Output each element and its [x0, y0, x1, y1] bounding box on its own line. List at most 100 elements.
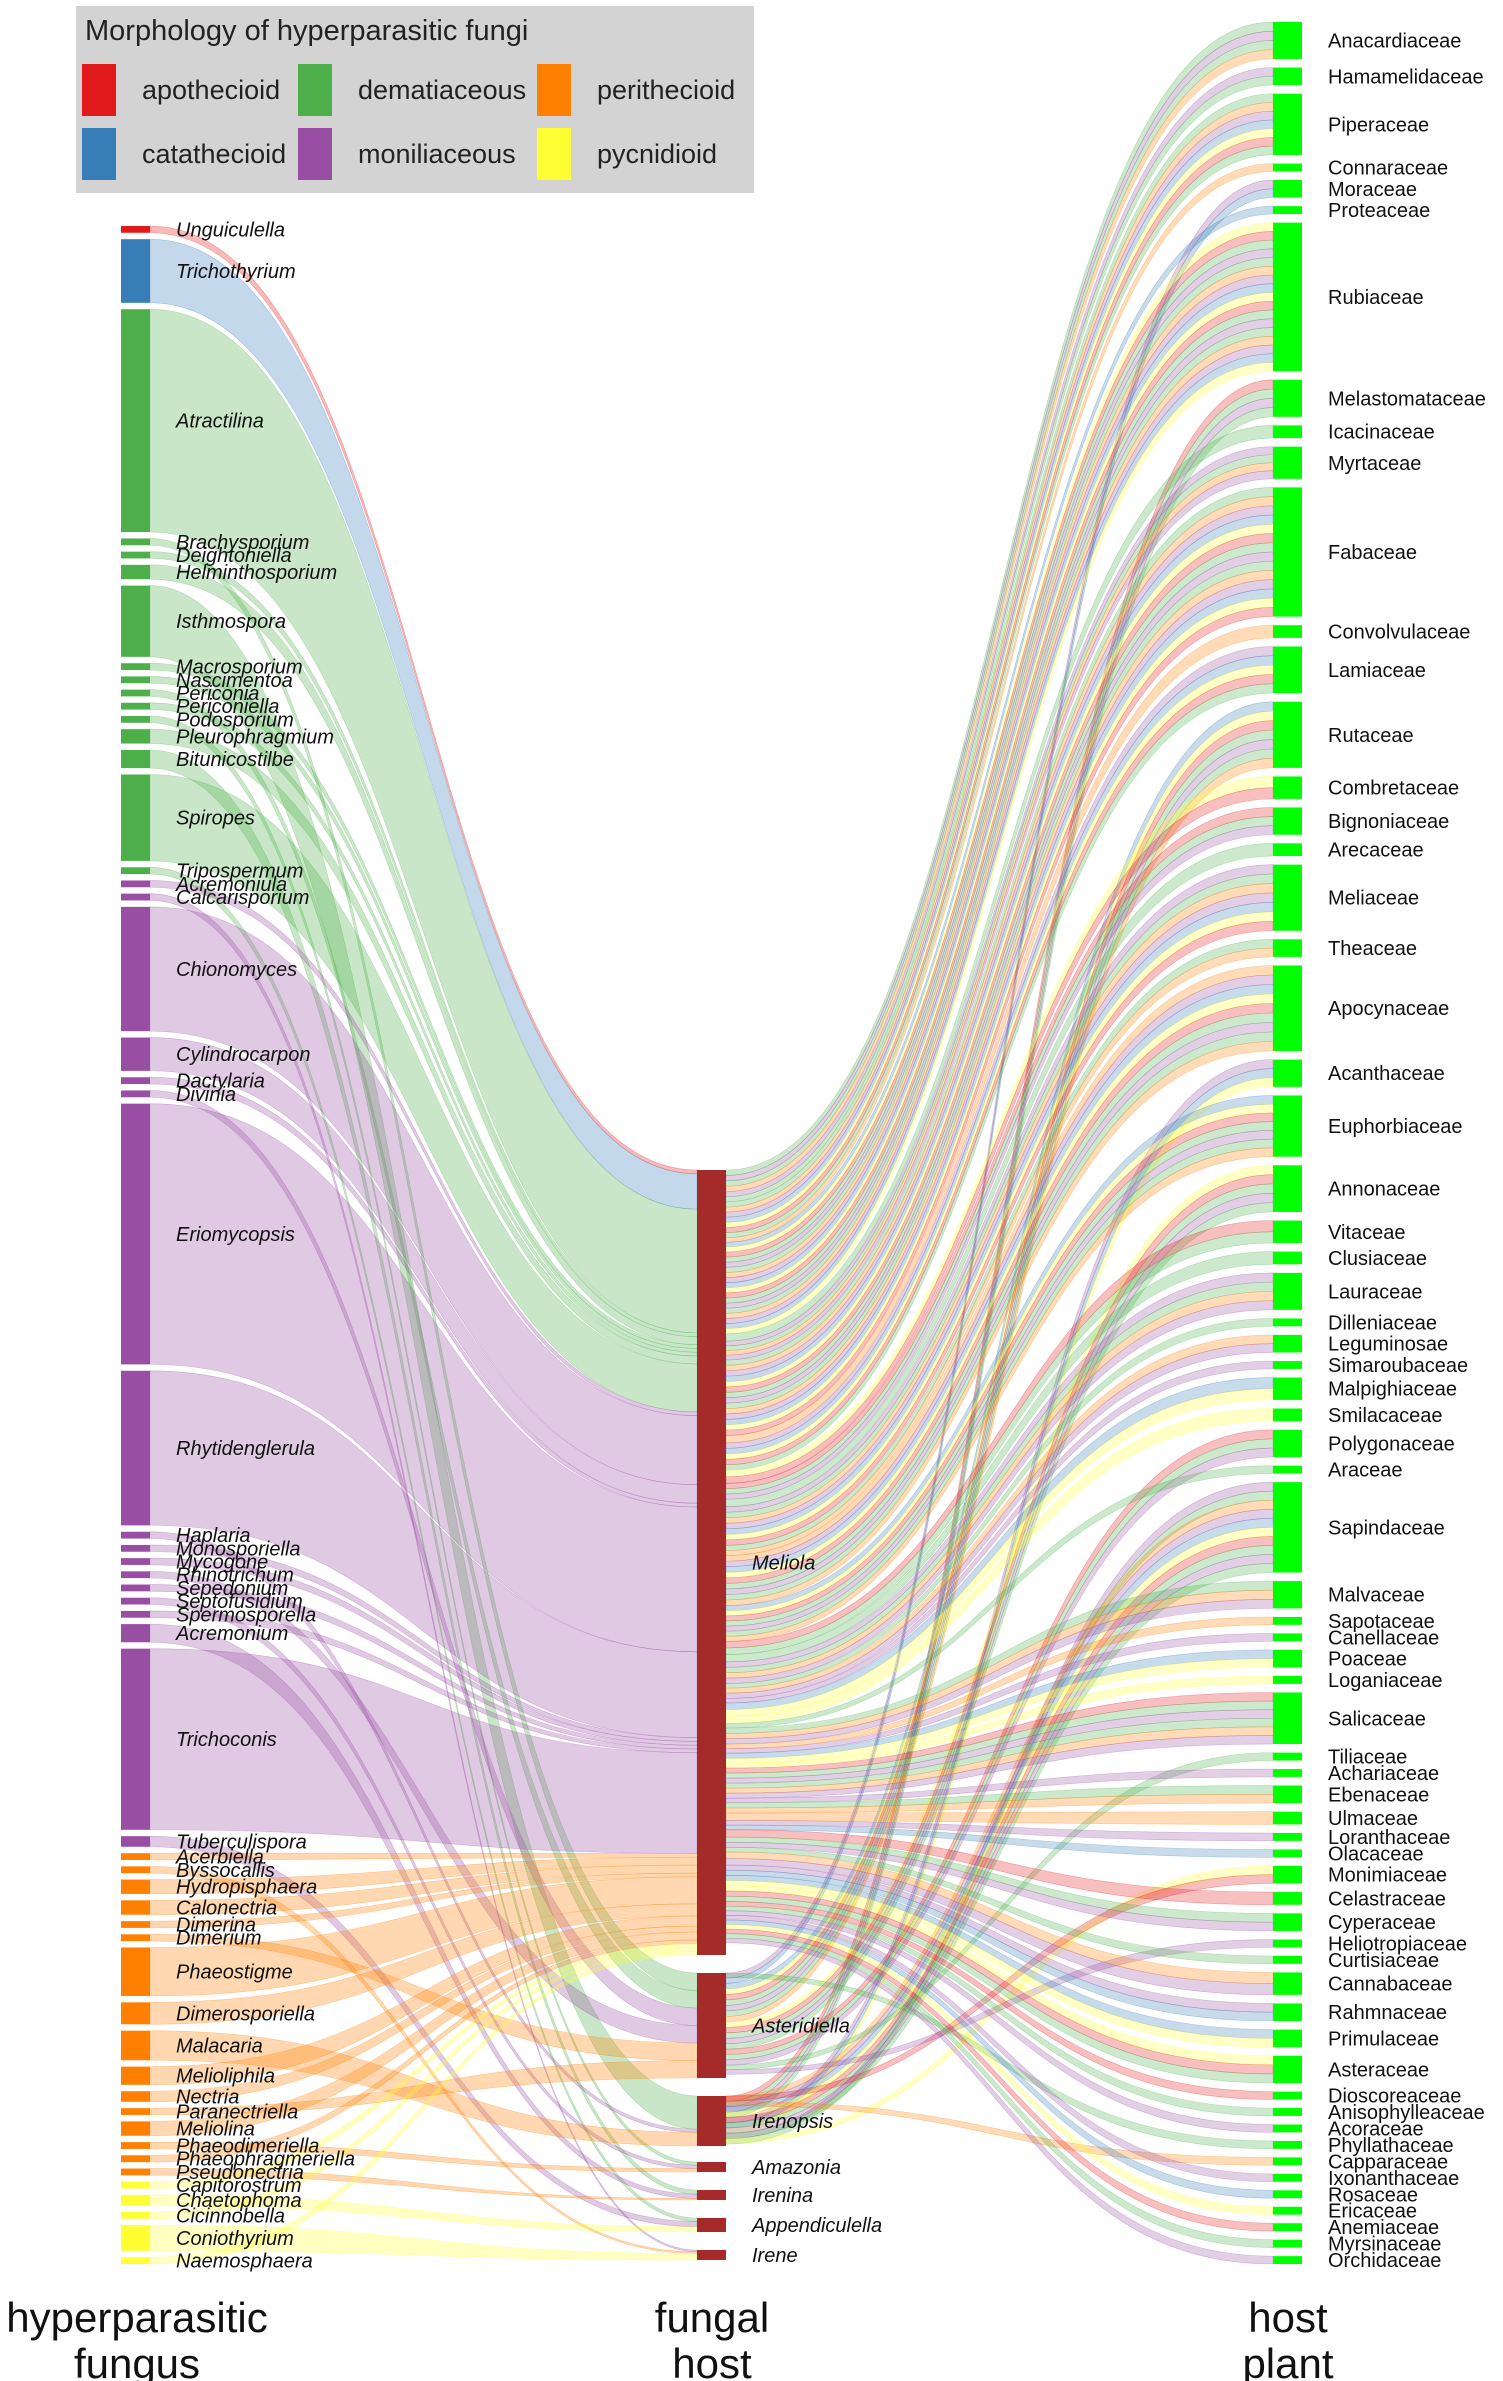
legend-swatch-apothecioid — [82, 64, 116, 116]
fungus-node-cicinnobella — [121, 2211, 150, 2219]
left-column-title-line2: fungus — [74, 2340, 200, 2381]
fungus-node-paranectriella — [121, 2108, 150, 2115]
fungus-node-atractilina — [121, 309, 150, 533]
fungus-label-atractilina: Atractilina — [175, 411, 264, 433]
fungus-node-septofusidium — [121, 1597, 150, 1605]
fungus-node-acerbiella — [121, 1853, 150, 1860]
host-plant-node-anacardiaceae — [1273, 22, 1302, 59]
host-plant-label-moraceae: Moraceae — [1328, 179, 1417, 201]
host-plant-node-poaceae — [1273, 1649, 1302, 1668]
host-plant-node-piperaceae — [1273, 93, 1302, 155]
fungus-node-unguiculella — [121, 226, 150, 233]
fungus-label-capitorostrum: Capitorostrum — [176, 2175, 302, 2197]
host-plant-label-myrsinaceae: Myrsinaceae — [1328, 2234, 1441, 2256]
legend-title: Morphology of hyperparasitic fungi — [85, 15, 528, 47]
host-plant-node-rutaceae — [1273, 701, 1302, 768]
host-plant-label-acanthaceae: Acanthaceae — [1328, 1063, 1445, 1085]
host-plant-label-dilleniaceae: Dilleniaceae — [1328, 1312, 1437, 1334]
host-plant-label-simaroubaceae: Simaroubaceae — [1328, 1355, 1468, 1377]
fungus-label-melioliphila: Melioliphila — [176, 2066, 275, 2088]
host-plant-node-heliotropiaceae — [1273, 1939, 1302, 1948]
host-plant-node-araceae — [1273, 1465, 1302, 1474]
middle-column-title-line2: host — [672, 2340, 752, 2381]
fungus-label-phaeodimeriella: Phaeodimeriella — [176, 2136, 319, 2158]
fungus-node-nascimentoa — [121, 676, 150, 684]
fungus-label-trichothyrium: Trichothyrium — [176, 261, 296, 283]
host-plant-node-orchidaceae — [1273, 2256, 1302, 2264]
fungus-label-dactylaria: Dactylaria — [176, 1071, 265, 1093]
host-plant-label-euphorbiaceae: Euphorbiaceae — [1328, 1116, 1463, 1138]
fungus-node-pleurophragmium — [121, 729, 150, 744]
fungus-label-byssocallis: Byssocallis — [176, 1860, 275, 1882]
flow-meliola-to-lamiaceae — [725, 683, 1274, 1471]
fungus-node-meliolina — [121, 2121, 150, 2136]
host-plant-label-phyllathaceae: Phyllathaceae — [1328, 2135, 1454, 2157]
fungus-node-eriomycopsis — [121, 1103, 150, 1365]
host-plant-label-annonaceae: Annonaceae — [1328, 1179, 1440, 1201]
host-plant-node-ixonanthaceae — [1273, 2173, 1302, 2182]
flow-meliola-to-cyperaceae — [725, 1841, 1274, 1932]
host-plant-label-lauraceae: Lauraceae — [1328, 1281, 1423, 1303]
host-plant-label-cyperaceae: Cyperaceae — [1328, 1912, 1436, 1934]
fungus-node-rhytidenglerula — [121, 1370, 150, 1526]
host-plant-node-malpighiaceae — [1273, 1377, 1302, 1400]
host-plant-node-melastomataceae — [1273, 379, 1302, 417]
flow-layer — [149, 21, 1274, 2265]
host-plant-node-convolvulaceae — [1273, 625, 1302, 638]
host-plant-label-convolvulaceae: Convolvulaceae — [1328, 622, 1470, 644]
right-column-title-line2: plant — [1242, 2340, 1333, 2381]
host-plant-node-curtisiaceae — [1273, 1955, 1302, 1964]
fungus-label-brachysporium: Brachysporium — [176, 532, 309, 554]
fungus-node-podosporium — [121, 715, 150, 723]
host-plant-label-celastraceae: Celastraceae — [1328, 1888, 1446, 1910]
host-plant-node-loganiaceae — [1273, 1676, 1302, 1684]
host-plant-node-annonaceae — [1273, 1165, 1302, 1212]
fungus-node-acremonium — [121, 1624, 150, 1643]
host-plant-node-fabaceae — [1273, 487, 1302, 617]
host-plant-label-canellaceae: Canellaceae — [1328, 1627, 1439, 1649]
fungus-label-septofusidium: Septofusidium — [176, 1591, 303, 1613]
fungus-label-cicinnobella: Cicinnobella — [176, 2205, 285, 2227]
fungal-host-node-irenina — [697, 2190, 726, 2200]
host-plant-node-leguminosae — [1273, 1334, 1302, 1353]
host-plant-node-ebenaceae — [1273, 1785, 1302, 1804]
flow-meliola-to-myrsinaceae — [725, 1933, 1274, 2248]
flow-meliola-to-simaroubaceae — [725, 1360, 1274, 1704]
fungus-label-naemosphaera: Naemosphaera — [176, 2251, 313, 2273]
fungus-node-brachysporium — [121, 538, 150, 546]
fungus-node-capitorostrum — [121, 2181, 150, 2189]
left-column-title-line1: hyperparasitic — [6, 2294, 267, 2341]
fungus-label-macrosporium: Macrosporium — [176, 657, 303, 679]
host-plant-node-ulmaceae — [1273, 1811, 1302, 1825]
flow-meliola-to-canellaceae — [725, 1633, 1274, 1754]
fungus-label-podosporium: Podosporium — [176, 709, 294, 731]
fungus-label-helminthosporium: Helminthosporium — [176, 562, 337, 584]
host-plant-label-sapindaceae: Sapindaceae — [1328, 1517, 1445, 1539]
host-plant-node-phyllathaceae — [1273, 2140, 1302, 2149]
legend-background — [76, 6, 754, 193]
fungus-node-pseudonectria — [121, 2168, 150, 2176]
legend-swatch-pycnidioid — [537, 128, 571, 180]
fungus-node-helminthosporium — [121, 564, 150, 580]
fungus-node-byssocallis — [121, 1866, 150, 1874]
host-plant-label-theaceae: Theaceae — [1328, 938, 1417, 960]
host-plant-label-poaceae: Poaceae — [1328, 1649, 1407, 1671]
fungus-label-spermosporella: Spermosporella — [176, 1604, 316, 1626]
fungus-label-eriomycopsis: Eriomycopsis — [176, 1224, 295, 1246]
fungus-label-spiropes: Spiropes — [176, 808, 255, 830]
host-plant-node-meliaceae — [1273, 864, 1302, 931]
host-plant-node-olacaceae — [1273, 1849, 1302, 1858]
legend-label-pycnidioid: pycnidioid — [597, 139, 717, 169]
host-plant-label-asteraceae: Asteraceae — [1328, 2059, 1429, 2081]
fungus-label-calonectria: Calonectria — [176, 1898, 277, 1920]
fungus-node-coniothyrium — [121, 2225, 150, 2251]
host-plant-label-clusiaceae: Clusiaceae — [1328, 1248, 1427, 1270]
flow-meliola-to-cannabaceae — [725, 1858, 1274, 1996]
host-plant-node-tiliaceae — [1273, 1752, 1302, 1761]
fungus-label-periconia: Periconia — [176, 683, 259, 705]
host-plant-node-lamiaceae — [1273, 646, 1302, 694]
host-plant-label-leguminosae: Leguminosae — [1328, 1334, 1448, 1356]
flow-meliola-to-connaraceae — [725, 163, 1274, 1243]
host-plant-label-anisophylleaceae: Anisophylleaceae — [1328, 2102, 1485, 2124]
